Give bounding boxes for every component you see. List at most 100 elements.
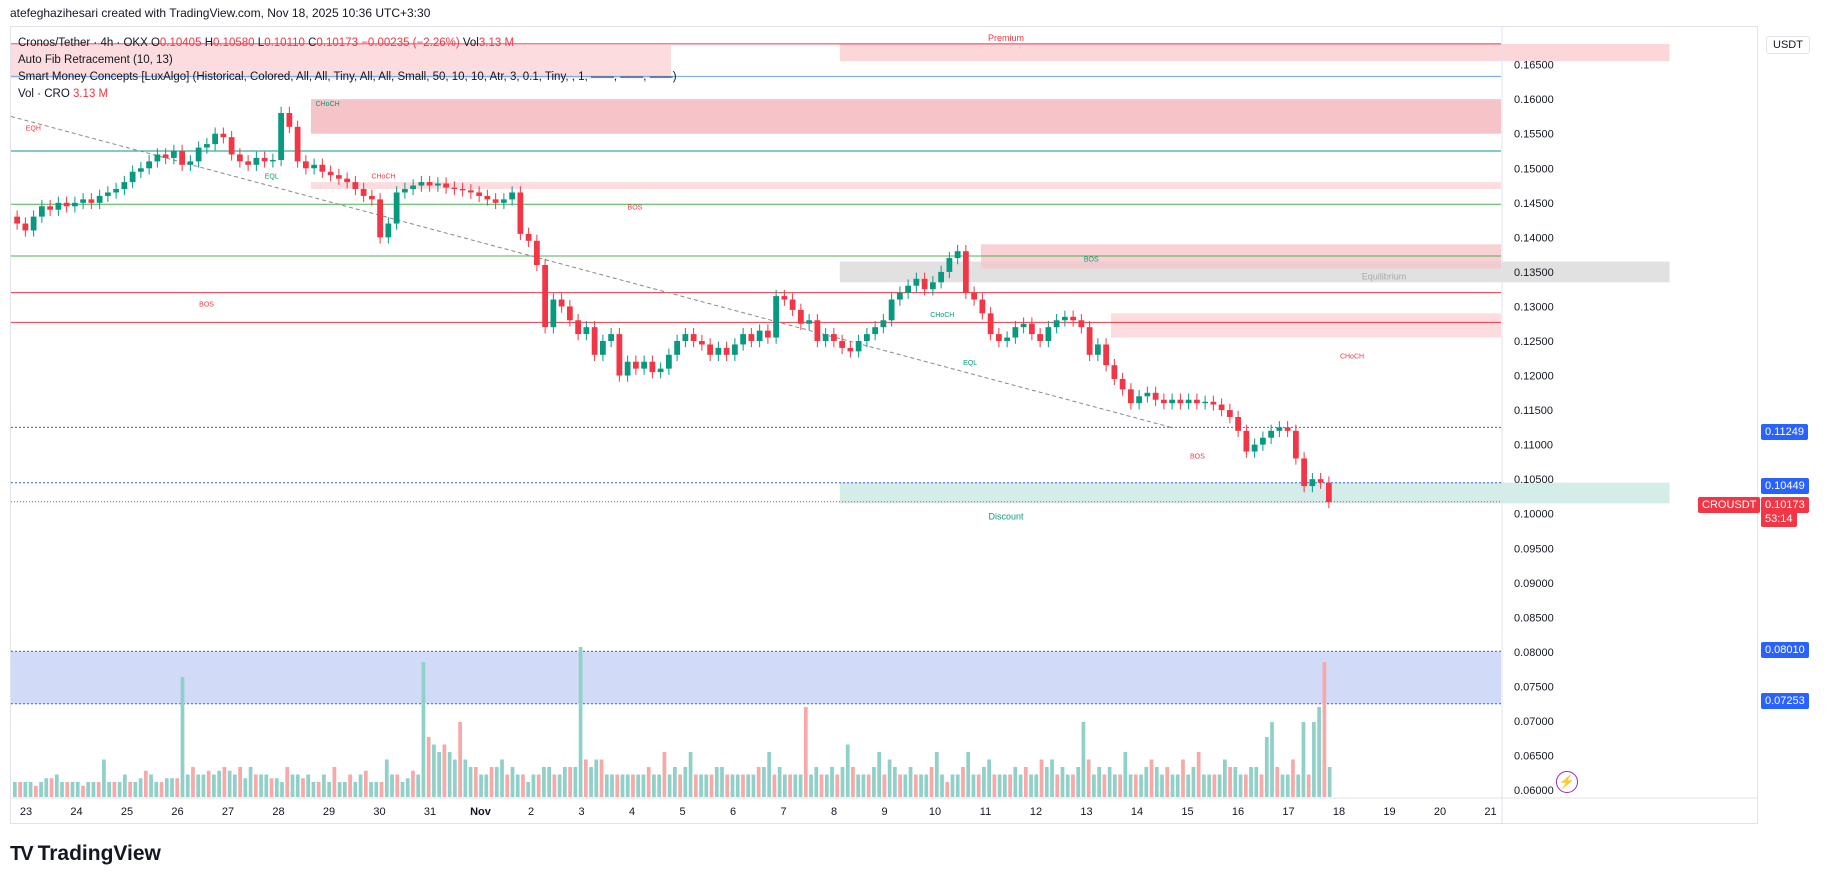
annotation-bos: BOS: [1190, 453, 1205, 460]
supply-zone-5: [311, 182, 1501, 189]
price-tag-level3: 0.08010: [1761, 642, 1809, 658]
candle-body: [1127, 389, 1134, 404]
x-tick-label: 16: [1232, 806, 1244, 818]
x-tick-label: 20: [1434, 806, 1446, 818]
volume-indicator-label: Vol · CRO: [18, 88, 70, 100]
y-tick-label: 0.08000: [1514, 647, 1554, 659]
volume-bar: [714, 767, 719, 797]
volume-bar: [107, 782, 112, 797]
volume-bar: [243, 778, 248, 797]
candle-body: [30, 216, 37, 231]
volume-bar: [332, 767, 337, 797]
candle-body: [319, 164, 326, 172]
volume-bar: [60, 782, 64, 797]
candle-body: [1119, 379, 1126, 390]
x-tick-label: 28: [272, 806, 284, 818]
volume-bar: [636, 774, 641, 797]
volume-bar: [322, 774, 326, 797]
volume-bar: [924, 774, 929, 797]
volume-bar: [337, 782, 342, 797]
volume-bar: [23, 782, 28, 797]
volume-bar: [741, 774, 745, 797]
volume-bar: [861, 774, 866, 797]
x-tick-label: 19: [1383, 806, 1395, 818]
volume-bar: [432, 744, 436, 797]
candle-body: [583, 327, 590, 335]
candle-body: [1268, 430, 1275, 438]
zone-premium: [839, 43, 1670, 62]
candle-body: [649, 361, 656, 373]
volume-bar: [657, 774, 662, 797]
candle-body: [1235, 417, 1242, 431]
volume-bar: [143, 770, 148, 797]
y-tick-label: 0.06500: [1514, 751, 1554, 763]
x-tick-label: 18: [1333, 806, 1345, 818]
volume-bar: [1191, 767, 1196, 797]
annotation-bos: BOS: [628, 205, 643, 212]
candlestick-chart[interactable]: EQH CHoCH EQL CHoCH BOS BOS BOS CHoCH EQL CHoCH BO…: [11, 27, 1757, 823]
price-tag-level4: 0.07253: [1761, 693, 1809, 709]
quote-currency-button[interactable]: USDT: [1766, 36, 1810, 54]
x-tick-label: 29: [323, 806, 335, 818]
candle-body: [443, 183, 450, 188]
candle-body: [467, 190, 474, 193]
ohlc-row: Cronos/Tether · 4h · OKX O0.10405 H0.105…: [18, 35, 677, 52]
volume-bar: [1306, 774, 1311, 797]
candle-body: [525, 233, 532, 241]
candle-body: [1301, 458, 1308, 487]
candle-body: [1103, 344, 1110, 366]
volume-bar: [379, 782, 384, 797]
volume-bar: [835, 774, 840, 797]
high-value: 0.10580: [213, 37, 255, 49]
candle-body: [880, 320, 887, 328]
volume-bar: [290, 774, 295, 797]
volume-bar: [227, 770, 232, 797]
x-tick-label: 15: [1181, 806, 1193, 818]
x-tick-label: 17: [1282, 806, 1294, 818]
candle-body: [1226, 410, 1233, 417]
indicator-smc[interactable]: Smart Money Concepts [LuxAlgo] (Historic…: [18, 71, 677, 83]
volume-bar: [1018, 774, 1023, 797]
volume-bar: [531, 774, 536, 797]
candle-body: [451, 187, 458, 189]
volume-bar: [667, 774, 672, 797]
volume-bar: [316, 782, 321, 797]
candle-body: [591, 327, 598, 355]
volume-bar: [1186, 774, 1191, 797]
volume-bar: [91, 782, 96, 797]
high-label: H: [204, 37, 213, 49]
candle-body: [253, 157, 260, 165]
volume-bar: [123, 774, 127, 797]
volume-bar: [201, 774, 206, 797]
volume-bar: [1008, 774, 1012, 797]
indicator-fib[interactable]: Auto Fib Retracement (10, 13): [18, 54, 173, 66]
volume-bar: [1243, 774, 1248, 797]
volume-bar: [1039, 759, 1044, 797]
candle-body: [1136, 396, 1143, 404]
volume-bar: [793, 774, 798, 797]
candle-body: [426, 182, 433, 186]
candle-body: [1028, 323, 1035, 335]
candle-body: [294, 126, 301, 162]
volume-bar: [421, 662, 426, 797]
symbol-line[interactable]: Cronos/Tether · 4h · OKX: [18, 37, 148, 49]
x-tick-label: 14: [1131, 806, 1143, 818]
volume-bar: [730, 774, 735, 797]
volume-bar: [1317, 707, 1322, 797]
volume-bar: [81, 785, 85, 797]
volume-bar: [1312, 722, 1316, 797]
x-tick-label: 21: [1484, 806, 1496, 818]
candle-body: [1210, 401, 1217, 405]
indicator-volume[interactable]: Vol · CRO 3.13 M: [18, 86, 677, 103]
x-tick-label: 27: [222, 806, 234, 818]
lightning-icon[interactable]: ⚡: [1556, 771, 1578, 793]
candle-body: [55, 202, 62, 210]
volume-bar: [887, 759, 892, 797]
volume-bar: [1076, 767, 1081, 797]
y-tick-label: 0.11000: [1514, 440, 1553, 452]
candle-body: [418, 182, 425, 186]
candle-body: [154, 154, 161, 162]
candle-body: [616, 334, 623, 376]
candle-body: [88, 199, 95, 203]
volume-bar: [206, 770, 211, 797]
